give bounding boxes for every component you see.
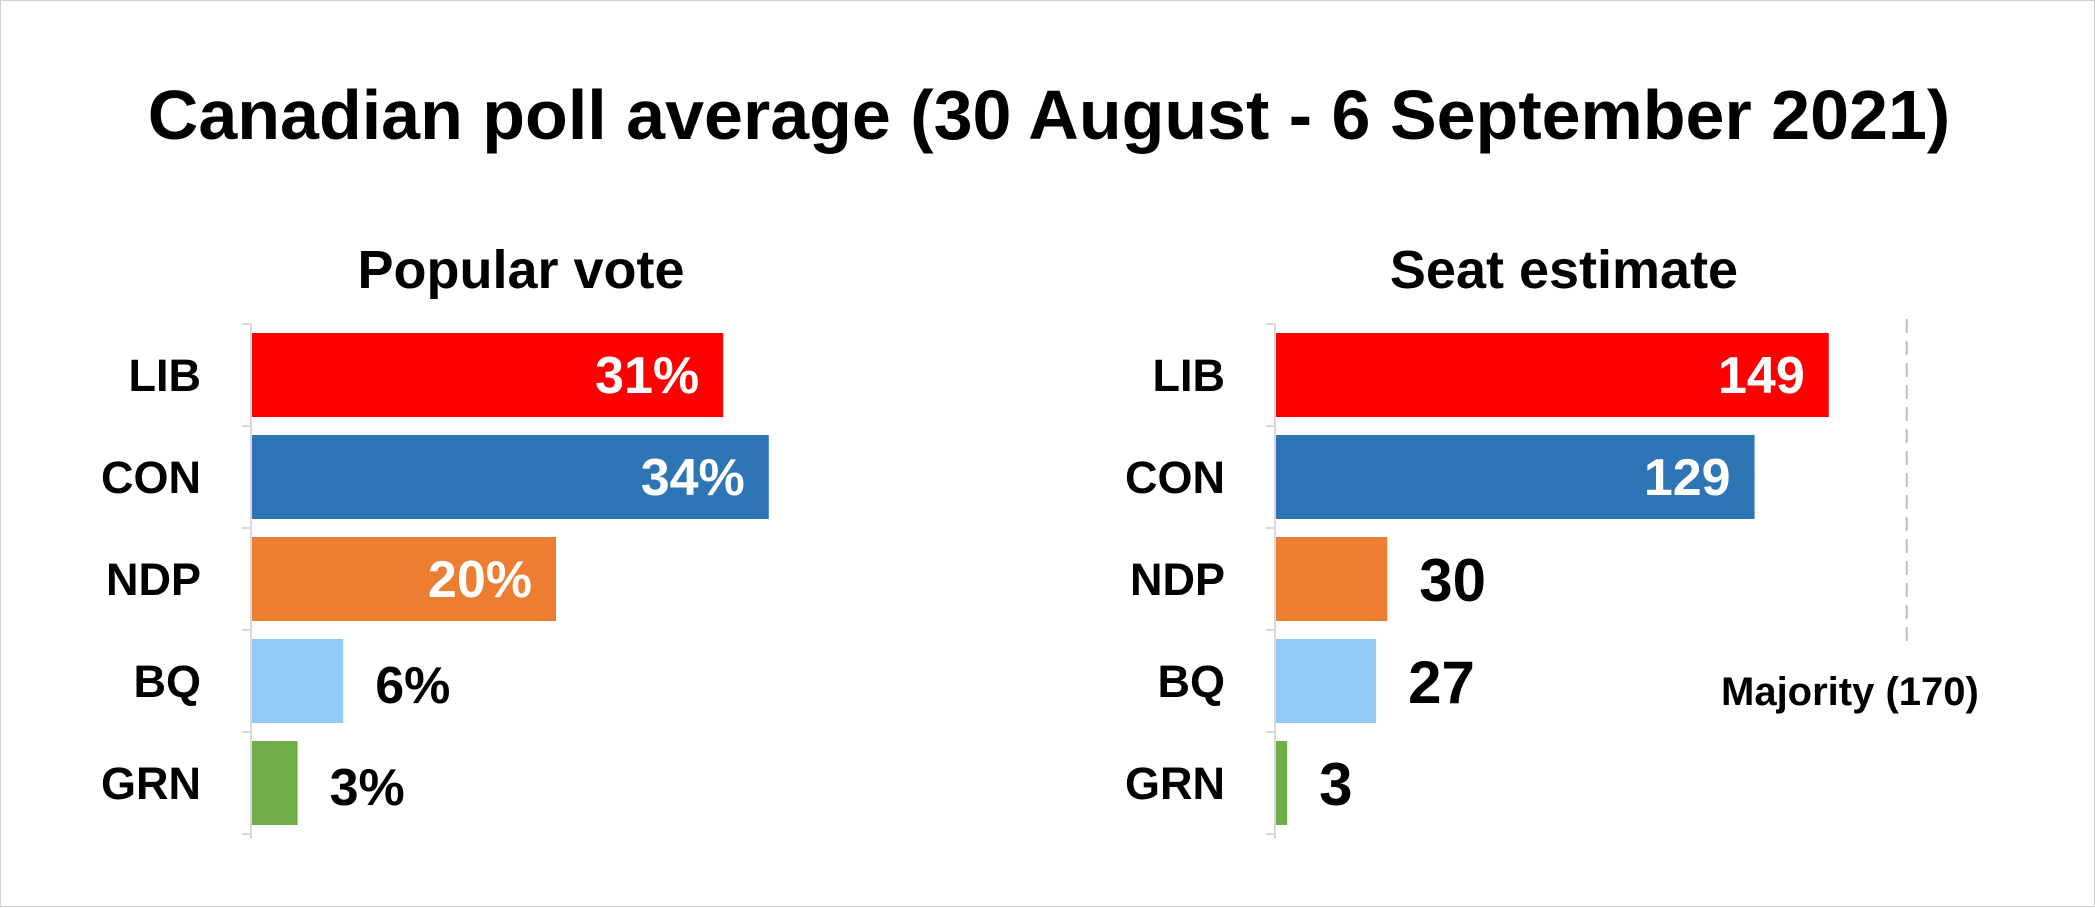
popular-vote-category-label: NDP <box>106 554 201 605</box>
popular-vote-panel: Popular vote LIB 31% CON 34% NDP 20% BQ 6% GRN 3% <box>101 240 769 839</box>
popular-vote-category-label: GRN <box>101 758 201 809</box>
seat-estimate-value-label: 3 <box>1319 751 1352 818</box>
popular-vote-value-label: 31% <box>595 347 699 405</box>
seat-estimate-bar-bq <box>1276 639 1377 723</box>
seat-estimate-title: Seat estimate <box>1390 240 1738 300</box>
popular-vote-bar-bq <box>252 639 344 723</box>
seat-estimate-category-label: CON <box>1125 452 1225 503</box>
seat-estimate-category-label: LIB <box>1153 350 1226 401</box>
seat-estimate-value-label: 149 <box>1718 347 1805 405</box>
popular-vote-bar-con <box>252 435 769 519</box>
popular-vote-value-label: 34% <box>641 449 745 507</box>
seat-estimate-bar-ndp <box>1276 537 1388 621</box>
seat-estimate-category-label: GRN <box>1125 758 1225 809</box>
popular-vote-title: Popular vote <box>357 240 684 300</box>
popular-vote-bar-ndp <box>252 537 556 621</box>
seat-estimate-value-label: 129 <box>1644 449 1731 507</box>
popular-vote-value-label: 6% <box>375 657 450 715</box>
popular-vote-category-label: CON <box>101 452 201 503</box>
seat-estimate-bar-con <box>1276 435 1755 519</box>
chart-title: Canadian poll average (30 August - 6 Sep… <box>148 76 1950 154</box>
popular-vote-value-label: 20% <box>428 551 532 609</box>
seat-estimate-category-label: NDP <box>1130 554 1225 605</box>
popular-vote-bar-lib <box>252 333 724 417</box>
majority-reference-label: Majority (170) <box>1721 670 1979 714</box>
seat-estimate-value-label: 27 <box>1408 649 1475 716</box>
popular-vote-bar-grn <box>252 741 298 825</box>
popular-vote-category-label: LIB <box>129 350 202 401</box>
seat-estimate-bar-grn <box>1276 741 1288 825</box>
seat-estimate-panel: Seat estimate LIB 149 CON 129 NDP 30 BQ 27 GRN 3 Ma… <box>1125 240 1979 839</box>
seat-estimate-value-label: 30 <box>1419 547 1486 614</box>
seat-estimate-category-label: BQ <box>1158 656 1226 707</box>
popular-vote-value-label: 3% <box>330 759 405 817</box>
seat-estimate-bar-lib <box>1276 333 1829 417</box>
popular-vote-category-label: BQ <box>134 656 202 707</box>
